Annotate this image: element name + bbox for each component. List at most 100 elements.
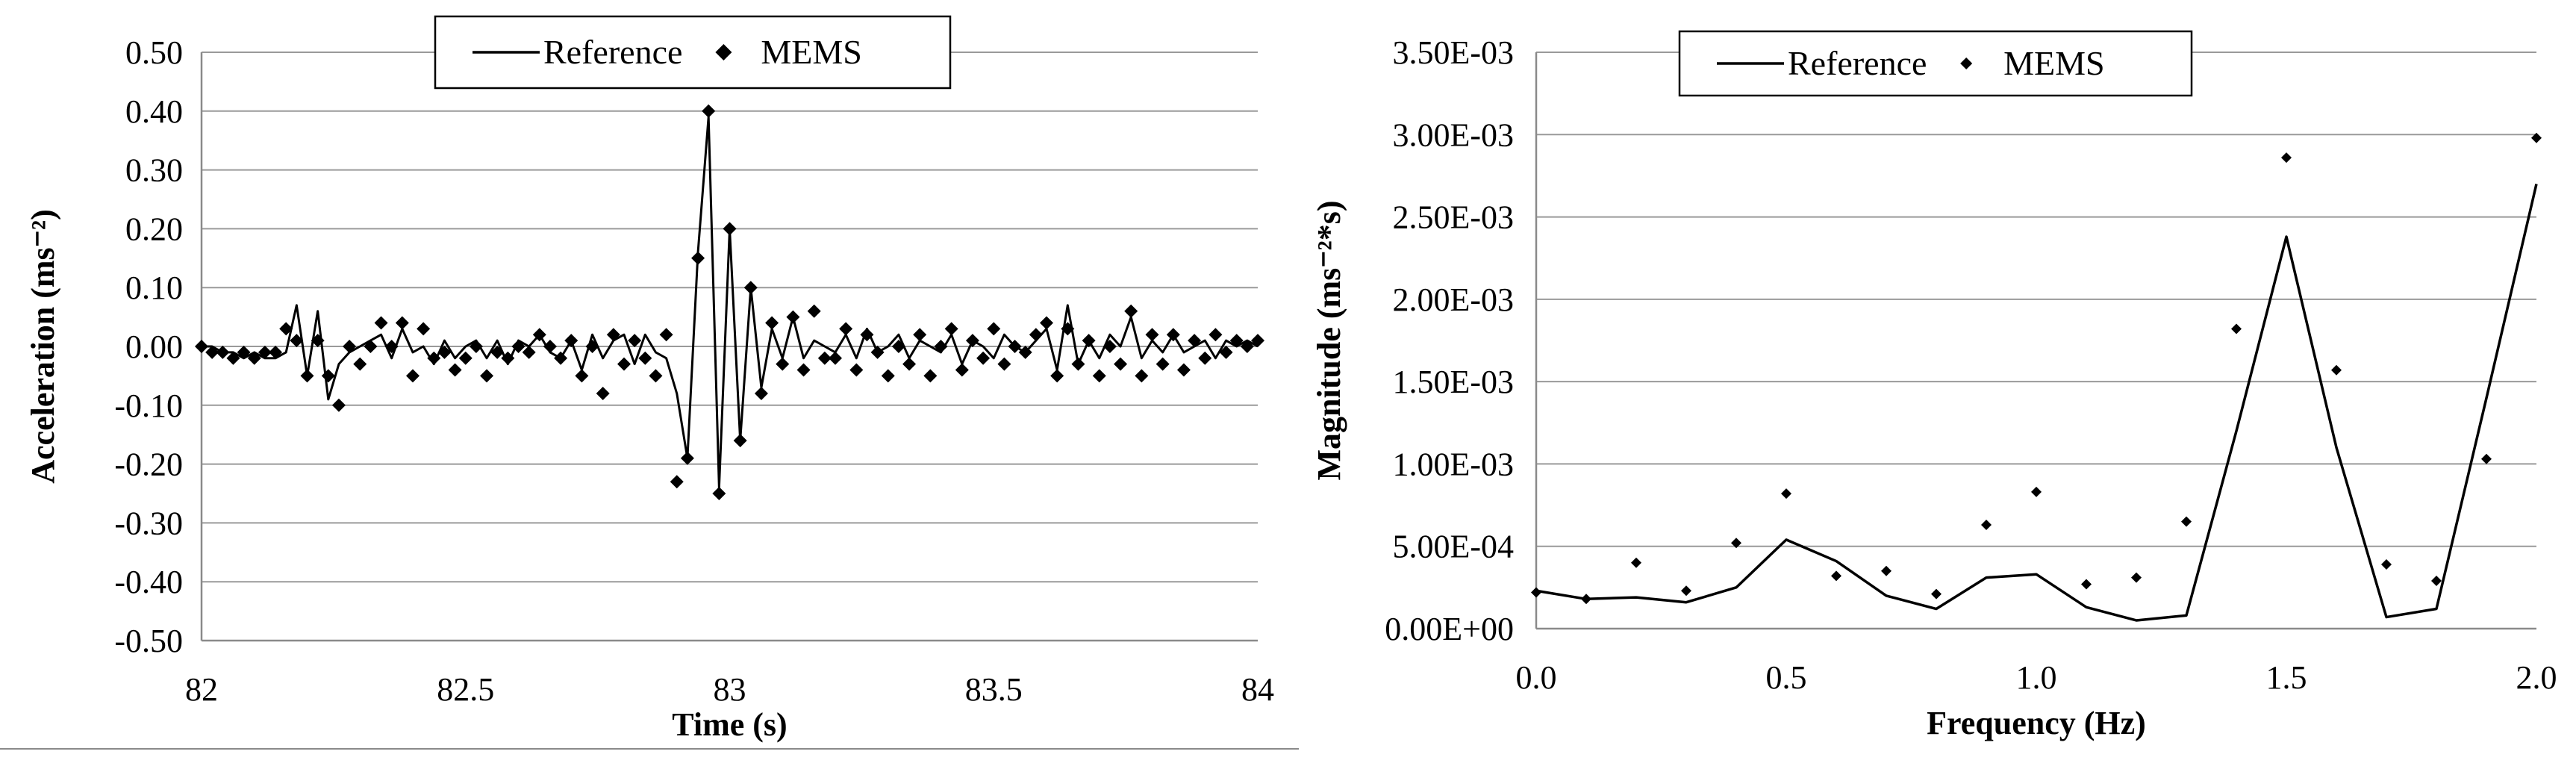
data-point-mems bbox=[1209, 328, 1223, 342]
data-point-mems bbox=[1040, 316, 1053, 330]
data-point-mems bbox=[1061, 322, 1075, 336]
x-tick-label: 1.0 bbox=[2016, 659, 2057, 696]
data-point-mems bbox=[437, 345, 452, 359]
data-point-mems bbox=[427, 351, 441, 365]
data-point-mems bbox=[1251, 334, 1264, 348]
data-point-mems bbox=[1029, 328, 1043, 342]
y-tick-label: -0.20 bbox=[114, 446, 183, 483]
data-point-mems bbox=[1681, 585, 1691, 597]
y-tick-label: -0.50 bbox=[114, 623, 183, 659]
data-point-mems bbox=[331, 398, 346, 412]
data-point-mems bbox=[606, 328, 620, 342]
data-point-mems bbox=[2281, 152, 2292, 164]
series-line-reference bbox=[202, 116, 1259, 489]
data-point-mems bbox=[1103, 340, 1117, 353]
data-point-mems bbox=[1981, 520, 1992, 531]
data-point-mems bbox=[1731, 538, 1741, 549]
x-tick-label: 82 bbox=[185, 671, 218, 708]
data-point-mems bbox=[2031, 486, 2042, 497]
x-tick-label: 83 bbox=[714, 671, 746, 708]
data-point-mems bbox=[1188, 334, 1202, 348]
data-point-mems bbox=[902, 357, 917, 371]
data-point-mems bbox=[448, 363, 462, 377]
y-tick-label: 5.00E-04 bbox=[1392, 529, 1514, 565]
data-point-mems bbox=[881, 369, 895, 383]
data-point-mems bbox=[754, 387, 768, 401]
data-point-mems bbox=[279, 322, 293, 336]
data-point-mems bbox=[1156, 357, 1170, 371]
data-point-mems bbox=[997, 357, 1011, 371]
data-point-mems bbox=[1082, 334, 1096, 348]
data-point-mems bbox=[786, 310, 800, 324]
data-point-mems bbox=[2231, 323, 2242, 334]
data-point-mems bbox=[944, 322, 958, 336]
y-tick-label: 0.00 bbox=[125, 329, 183, 365]
data-point-mems bbox=[1176, 363, 1191, 377]
data-point-mems bbox=[1008, 340, 1022, 353]
data-point-mems bbox=[2331, 364, 2342, 376]
data-point-mems bbox=[659, 328, 673, 342]
data-point-mems bbox=[1050, 369, 1064, 383]
y-tick-label: -0.40 bbox=[114, 564, 183, 600]
x-tick-label: 2.0 bbox=[2516, 659, 2557, 696]
data-point-mems bbox=[817, 351, 832, 365]
data-point-mems bbox=[195, 340, 208, 353]
data-point-mems bbox=[353, 357, 367, 371]
data-point-mems bbox=[237, 345, 251, 359]
data-point-mems bbox=[691, 251, 705, 265]
data-point-mems bbox=[2381, 558, 2392, 570]
data-point-mems bbox=[258, 345, 272, 359]
data-point-mems bbox=[290, 334, 304, 348]
data-point-mems bbox=[680, 451, 694, 465]
data-point-mems bbox=[596, 387, 610, 401]
data-point-mems bbox=[564, 334, 578, 348]
x-tick-label: 0.0 bbox=[1516, 659, 1557, 696]
data-point-mems bbox=[2081, 579, 2092, 590]
data-point-mems bbox=[554, 351, 568, 365]
data-point-mems bbox=[796, 363, 811, 377]
y-tick-label: 2.50E-03 bbox=[1392, 199, 1514, 236]
data-point-mems bbox=[839, 322, 853, 336]
data-point-mems bbox=[712, 487, 726, 500]
data-point-mems bbox=[522, 345, 536, 359]
y-tick-label: 2.00E-03 bbox=[1392, 281, 1514, 318]
data-point-mems bbox=[934, 340, 948, 353]
acceleration-chart: 0.50 0.40 0.30 0.20 0.10 0.00 -0.10 -0.20 -0.30 -… bbox=[25, 15, 1274, 743]
data-point-mems bbox=[870, 345, 885, 359]
data-point-mems bbox=[1018, 345, 1032, 359]
data-point-mems bbox=[1240, 340, 1254, 353]
data-point-mems bbox=[406, 369, 420, 383]
data-point-mems bbox=[617, 357, 631, 371]
data-point-mems bbox=[343, 340, 357, 353]
data-point-mems bbox=[543, 340, 557, 353]
y-tick-label: -0.10 bbox=[114, 387, 183, 424]
data-point-mems bbox=[311, 334, 325, 348]
data-point-mems bbox=[765, 316, 779, 330]
data-point-mems bbox=[2131, 572, 2142, 583]
legend-label-mems: MEMS bbox=[2003, 44, 2104, 82]
magnitude-chart: 3.50E-03 3.00E-03 2.50E-03 2.00E-03 1.50E-03… bbox=[1311, 30, 2557, 741]
series-line-reference bbox=[1535, 184, 2538, 622]
y-tick-label: 0.20 bbox=[125, 211, 183, 247]
data-point-mems bbox=[733, 434, 747, 448]
legend-swatch-mems bbox=[715, 44, 732, 60]
y-tick-label: 0.00E+00 bbox=[1385, 611, 1514, 647]
data-point-mems bbox=[2481, 453, 2492, 464]
data-point-mems bbox=[1071, 357, 1085, 371]
data-point-mems bbox=[955, 363, 969, 377]
x-axis-title: Frequency (Hz) bbox=[1927, 705, 2146, 741]
data-point-mems bbox=[723, 222, 737, 236]
y-tick-label: 1.00E-03 bbox=[1392, 446, 1514, 482]
data-point-mems bbox=[458, 351, 473, 365]
data-point-mems bbox=[1581, 594, 1591, 605]
data-point-mems bbox=[913, 328, 927, 342]
data-point-mems bbox=[1881, 565, 1892, 576]
data-point-mems bbox=[511, 340, 526, 353]
data-point-mems bbox=[1781, 488, 1791, 499]
data-point-mems bbox=[1166, 328, 1180, 342]
data-point-mems bbox=[2181, 516, 2192, 527]
data-point-mems bbox=[226, 351, 240, 365]
legend-label-reference: Reference bbox=[543, 33, 682, 71]
y-tick-label: 0.10 bbox=[125, 270, 183, 306]
